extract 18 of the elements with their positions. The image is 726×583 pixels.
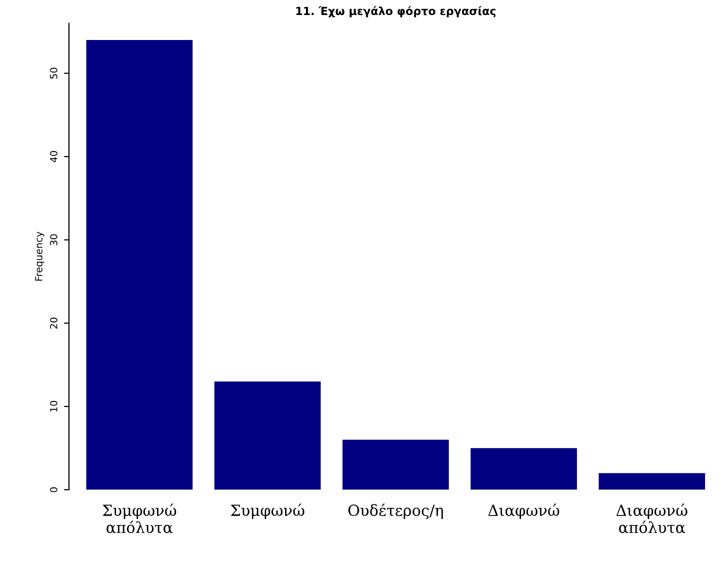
y-tick-label: 50 xyxy=(50,68,58,79)
bar xyxy=(598,473,706,490)
bar xyxy=(214,381,321,490)
x-tick-label: Συμφωνώ xyxy=(230,504,304,520)
bar xyxy=(86,40,193,490)
y-tick-label: 30 xyxy=(50,234,58,246)
bar xyxy=(470,448,577,490)
y-axis-title: Frequency xyxy=(35,232,44,281)
x-tick-label: Συμφωνώ απόλυτα xyxy=(102,504,176,534)
y-tick-label: 40 xyxy=(50,151,58,162)
y-tick-label: 20 xyxy=(50,318,58,329)
x-tick-label: Διαφωνώ xyxy=(488,504,560,520)
y-tick-label: 10 xyxy=(50,400,58,412)
chart-title: 11. Έχω μεγάλο φόρτο εργασίας xyxy=(296,6,496,18)
x-tick-label: Διαφωνώ απόλυτα xyxy=(616,504,688,534)
x-tick-label: Ουδέτερος/η xyxy=(348,504,443,520)
bar xyxy=(342,440,449,490)
y-tick-label: 0 xyxy=(50,487,58,492)
